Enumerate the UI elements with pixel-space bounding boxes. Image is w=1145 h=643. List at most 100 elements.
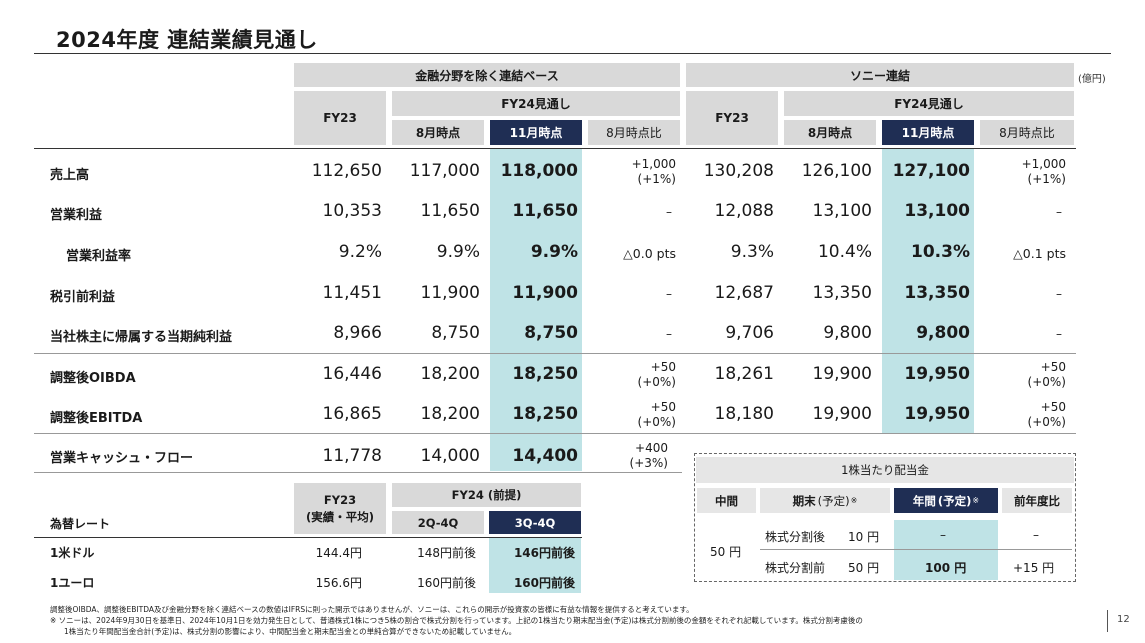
footnote: ※ ソニーは、2024年9月30日を基準日、2024年10月1日を効力発生日とし… bbox=[50, 616, 863, 625]
dividend-before-annual: 100 円 bbox=[925, 561, 967, 575]
fx-row-label: 1ユーロ bbox=[50, 576, 95, 590]
row-label: 営業利益 bbox=[50, 208, 103, 223]
row-label: 調整後EBITDA bbox=[50, 411, 143, 426]
fx-rule bbox=[34, 537, 582, 538]
dividend-after-annual: – bbox=[940, 528, 946, 542]
fx-value: 148円前後 bbox=[417, 546, 476, 560]
fx-header-3q4q: 3Q-4Q bbox=[489, 511, 581, 534]
value-cell: 16,446 bbox=[322, 364, 382, 384]
value-cell: 19,950 bbox=[904, 364, 970, 384]
row-label: 営業利益率 bbox=[66, 249, 132, 264]
group-header-ex: 金融分野を除く連結ベース bbox=[294, 63, 680, 87]
value-cell: 11,900 bbox=[512, 283, 578, 303]
change-cell: +400 (+3%) bbox=[629, 441, 668, 470]
value-cell: 16,865 bbox=[322, 404, 382, 424]
value-cell: 18,261 bbox=[714, 364, 774, 384]
value-cell: 9.3% bbox=[730, 242, 774, 262]
value-cell: 8,750 bbox=[524, 323, 578, 343]
value-cell: 14,400 bbox=[512, 446, 578, 466]
highlight-col-ex bbox=[490, 149, 582, 471]
change-cell: +1,000 (+1%) bbox=[1021, 157, 1066, 186]
dividend-before-value: 50 円 bbox=[848, 561, 880, 575]
dividend-mid-value: 50 円 bbox=[710, 545, 742, 559]
row-label: 調整後OIBDA bbox=[50, 371, 136, 386]
value-cell: 9.9% bbox=[436, 242, 480, 262]
value-cell: 11,650 bbox=[420, 201, 480, 221]
row-rule bbox=[34, 353, 1076, 354]
dividend-after-value: 10 円 bbox=[848, 530, 880, 544]
fx-highlight bbox=[489, 537, 581, 593]
value-cell: 9.9% bbox=[530, 242, 578, 262]
header-fy23-ex: FY23 bbox=[294, 91, 386, 145]
dividend-before-label: 株式分割前 bbox=[765, 561, 826, 575]
dividend-highlight bbox=[894, 520, 998, 580]
value-cell: 127,100 bbox=[892, 161, 970, 181]
fx-value: 156.6円 bbox=[315, 576, 362, 590]
page-number: 12 bbox=[1117, 614, 1130, 625]
value-cell: 9,800 bbox=[916, 323, 970, 343]
dividend-header-annual: 年間 (予定) ※ bbox=[894, 488, 998, 513]
value-cell: 12,088 bbox=[714, 201, 774, 221]
header-vsaug-ex: 8月時点比 bbox=[588, 120, 680, 145]
change-cell: – bbox=[666, 327, 672, 341]
header-vsaug-sony: 8月時点比 bbox=[980, 120, 1074, 145]
highlight-col-so bbox=[882, 149, 974, 434]
value-cell: 10.3% bbox=[911, 242, 970, 262]
value-cell: 11,900 bbox=[420, 283, 480, 303]
group-header-sony: ソニー連結 bbox=[686, 63, 1074, 87]
dividend-header-mid: 中間 bbox=[697, 488, 756, 513]
value-cell: 18,250 bbox=[512, 364, 578, 384]
row-label: 営業キャッシュ・フロー bbox=[50, 451, 194, 466]
fx-value: 160円前後 bbox=[513, 576, 575, 590]
value-cell: 12,687 bbox=[714, 283, 774, 303]
fx-header-2q4q: 2Q-4Q bbox=[392, 511, 484, 534]
change-cell: – bbox=[1056, 205, 1062, 219]
dividend-after-label: 株式分割後 bbox=[765, 530, 826, 544]
row-label: 売上高 bbox=[50, 168, 90, 183]
value-cell: 13,100 bbox=[812, 201, 872, 221]
value-cell: 126,100 bbox=[801, 161, 872, 181]
page-number-divider bbox=[1107, 610, 1108, 632]
dividend-title: 1株当たり配当金 bbox=[696, 457, 1074, 483]
change-cell: △0.1 pts bbox=[1013, 246, 1066, 261]
value-cell: 112,650 bbox=[311, 161, 382, 181]
value-cell: 118,000 bbox=[500, 161, 578, 181]
value-cell: 9,706 bbox=[725, 323, 774, 343]
dividend-rule bbox=[760, 549, 1072, 550]
dividend-header-end: 期末 (予定) ※ bbox=[760, 488, 890, 513]
row-label: 当社株主に帰属する当期純利益 bbox=[50, 330, 233, 345]
value-cell: 19,950 bbox=[904, 404, 970, 424]
value-cell: 117,000 bbox=[409, 161, 480, 181]
value-cell: 130,208 bbox=[703, 161, 774, 181]
footnote: 1株当たり年間配当金合計(予定)は、株式分割の影響により、中間配当金と期末配当金… bbox=[64, 627, 517, 636]
fx-header-fy23: FY23 (実績・平均) bbox=[294, 483, 386, 534]
dividend-header-prev: 前年度比 bbox=[1002, 488, 1072, 513]
change-cell: +1,000 (+1%) bbox=[631, 157, 676, 186]
page-title: 2024年度 連結業績見通し bbox=[56, 28, 318, 52]
change-cell: – bbox=[1056, 327, 1062, 341]
change-cell: +50 (+0%) bbox=[1027, 360, 1066, 389]
value-cell: 10,353 bbox=[322, 201, 382, 221]
header-fy24-ex: FY24見通し bbox=[392, 91, 680, 116]
fx-value: 146円前後 bbox=[513, 546, 575, 560]
header-nov-ex: 11月時点 bbox=[490, 120, 582, 145]
value-cell: 11,778 bbox=[322, 446, 382, 466]
fx-value: 160円前後 bbox=[417, 576, 476, 590]
value-cell: 8,750 bbox=[431, 323, 480, 343]
value-cell: 11,451 bbox=[322, 283, 382, 303]
value-cell: 9,800 bbox=[823, 323, 872, 343]
table-top-rule bbox=[34, 148, 1076, 149]
dividend-after-prev: – bbox=[1033, 528, 1039, 542]
fx-header-fy24: FY24 (前提) bbox=[392, 483, 581, 507]
value-cell: 18,200 bbox=[420, 404, 480, 424]
footnote: 調整後OIBDA、調整後EBITDA及び金融分野を除く連結ベースの数値はIFRS… bbox=[50, 605, 694, 614]
dividend-before-prev: +15 円 bbox=[1013, 561, 1055, 575]
title-rule bbox=[34, 53, 1111, 54]
change-cell: – bbox=[666, 287, 672, 301]
header-aug-ex: 8月時点 bbox=[392, 120, 484, 145]
value-cell: 14,000 bbox=[420, 446, 480, 466]
fx-title: 為替レート bbox=[50, 517, 111, 531]
header-fy23-sony: FY23 bbox=[686, 91, 778, 145]
value-cell: 10.4% bbox=[817, 242, 872, 262]
value-cell: 13,350 bbox=[904, 283, 970, 303]
